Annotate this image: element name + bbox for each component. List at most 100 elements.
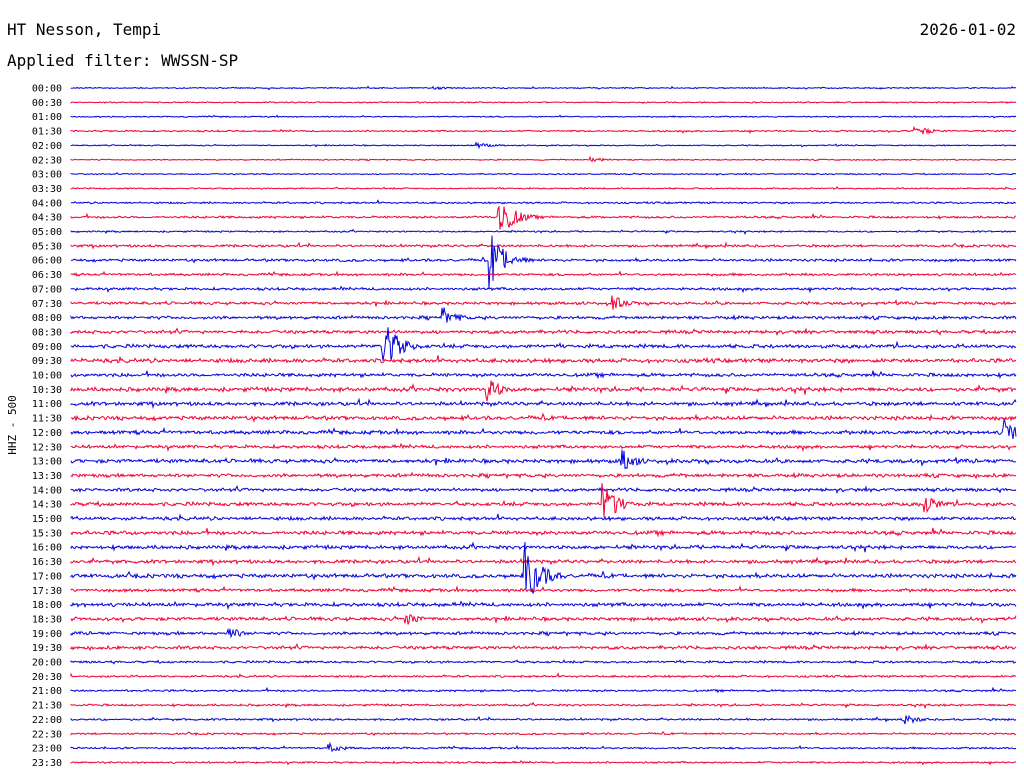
row-time-label: 20:30	[32, 672, 62, 683]
trace-line	[70, 380, 1017, 402]
trace-line	[70, 485, 1017, 495]
trace-line	[70, 241, 1017, 250]
row-time-label: 15:30	[32, 528, 62, 539]
trace-line	[70, 199, 1017, 205]
trace-line	[70, 614, 1017, 625]
row-time-label: 22:30	[32, 729, 62, 740]
row-time-label: 02:00	[32, 141, 62, 152]
trace-line	[70, 285, 1017, 294]
trace-line	[70, 205, 1017, 230]
row-time-label: 07:00	[32, 284, 62, 295]
trace-line	[70, 186, 1017, 190]
row-time-label: 02:30	[32, 155, 62, 166]
row-time-label: 14:00	[32, 485, 62, 496]
trace-line	[70, 600, 1017, 611]
row-time-label: 22:00	[32, 715, 62, 726]
trace-line	[70, 483, 1017, 518]
row-time-label: 08:30	[32, 327, 62, 338]
row-time-label: 01:30	[32, 127, 62, 138]
row-time-label: 12:30	[32, 442, 62, 453]
trace-rows: 00:00 00:30 01:00 01:30 02:00 02:30 03:00 03:30…	[32, 84, 1017, 769]
trace-line	[70, 686, 1017, 694]
row-time-label: 00:30	[32, 98, 62, 109]
trace-line	[70, 714, 1017, 725]
trace-line	[70, 760, 1017, 766]
trace-line	[70, 672, 1017, 679]
trace-line	[70, 125, 1017, 135]
trace-line	[70, 442, 1017, 453]
trace-line	[70, 327, 1017, 361]
row-time-label: 23:00	[32, 744, 62, 755]
trace-line	[70, 542, 1017, 594]
row-time-label: 17:00	[32, 571, 62, 582]
trace-line	[70, 659, 1017, 665]
row-time-label: 05:00	[32, 227, 62, 238]
row-time-label: 15:00	[32, 514, 62, 525]
trace-line	[70, 541, 1017, 553]
trace-line	[70, 114, 1017, 119]
row-time-label: 16:00	[32, 543, 62, 554]
row-time-label: 19:30	[32, 643, 62, 654]
row-time-label: 11:00	[32, 399, 62, 410]
trace-line	[70, 235, 1017, 289]
row-time-label: 08:00	[32, 313, 62, 324]
row-time-label: 19:00	[32, 629, 62, 640]
trace-line	[70, 730, 1017, 737]
trace-line	[70, 155, 1017, 163]
row-time-label: 00:00	[32, 84, 62, 95]
trace-line	[70, 627, 1017, 639]
trace-line	[70, 471, 1017, 480]
row-time-label: 21:30	[32, 701, 62, 712]
row-time-label: 06:00	[32, 256, 62, 267]
trace-line	[70, 355, 1017, 365]
row-time-label: 10:00	[32, 371, 62, 382]
row-time-label: 04:00	[32, 198, 62, 209]
trace-line	[70, 370, 1017, 380]
trace-line	[70, 527, 1017, 538]
date-label: 2026-01-02	[919, 20, 1016, 39]
trace-line	[70, 228, 1017, 235]
row-time-label: 14:30	[32, 500, 62, 511]
row-time-label: 06:30	[32, 270, 62, 281]
row-time-label: 20:00	[32, 658, 62, 669]
row-time-label: 04:30	[32, 213, 62, 224]
trace-line	[70, 100, 1017, 105]
row-time-label: 23:30	[32, 758, 62, 769]
trace-line	[70, 701, 1017, 710]
trace-line	[70, 418, 1017, 439]
trace-line	[70, 513, 1017, 522]
row-time-label: 18:00	[32, 600, 62, 611]
row-time-label: 17:30	[32, 586, 62, 597]
station-title: HT Nesson, Tempi	[7, 20, 162, 39]
row-time-label: 12:00	[32, 428, 62, 439]
trace-line	[70, 295, 1017, 310]
trace-line	[70, 397, 1017, 410]
trace-line	[70, 307, 1017, 323]
trace-line	[70, 741, 1017, 753]
trace-line	[70, 327, 1017, 337]
row-time-label: 09:00	[32, 342, 62, 353]
trace-line	[70, 585, 1017, 594]
channel-label: HHZ - 500	[6, 395, 19, 455]
row-time-label: 03:30	[32, 184, 62, 195]
row-time-label: 03:00	[32, 170, 62, 181]
row-time-label: 16:30	[32, 557, 62, 568]
trace-line	[70, 270, 1017, 277]
row-time-label: 05:30	[32, 241, 62, 252]
row-time-label: 18:30	[32, 614, 62, 625]
trace-line	[70, 642, 1017, 652]
trace-line	[70, 85, 1017, 91]
row-time-label: 10:30	[32, 385, 62, 396]
row-time-label: 21:00	[32, 686, 62, 697]
row-time-label: 01:00	[32, 112, 62, 123]
trace-line	[70, 172, 1017, 176]
row-time-label: 13:00	[32, 457, 62, 468]
trace-line	[70, 449, 1017, 470]
trace-line	[70, 412, 1017, 423]
trace-line	[70, 555, 1017, 567]
row-time-label: 07:30	[32, 299, 62, 310]
trace-line	[70, 141, 1017, 150]
row-time-label: 11:30	[32, 414, 62, 425]
row-time-label: 13:30	[32, 471, 62, 482]
